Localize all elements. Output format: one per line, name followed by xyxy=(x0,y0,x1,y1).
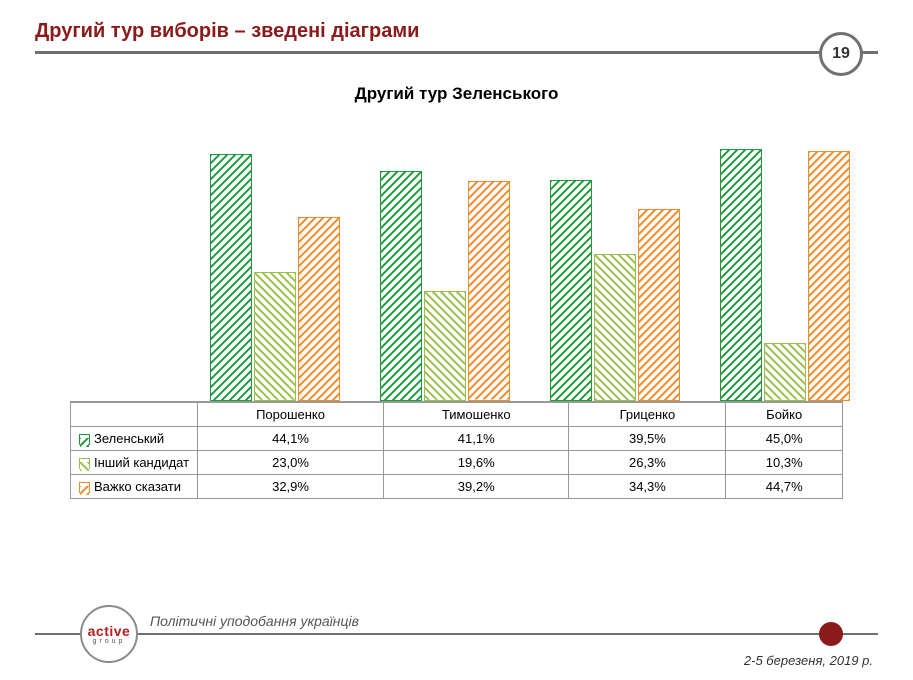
table-cell: 26,3% xyxy=(569,451,726,475)
data-table: ПорошенкоТимошенкоГриценкоБойкоЗеленськи… xyxy=(70,402,843,499)
legend-swatch-icon xyxy=(79,458,90,469)
bar xyxy=(380,171,422,401)
table-cell: 39,5% xyxy=(569,427,726,451)
table-cell: 32,9% xyxy=(198,475,384,499)
footer-logo: active group xyxy=(80,605,138,663)
chart-title: Другий тур Зеленського xyxy=(70,84,843,104)
table-column-header: Гриценко xyxy=(569,403,726,427)
bar xyxy=(808,151,850,401)
table-cell: 23,0% xyxy=(198,451,384,475)
bar-group xyxy=(190,122,360,401)
bar xyxy=(424,291,466,401)
bar-group xyxy=(700,122,870,401)
table-header-blank xyxy=(71,403,198,427)
logo-sub-text: group xyxy=(93,638,126,645)
table-cell: 41,1% xyxy=(384,427,569,451)
bars-region xyxy=(70,122,843,402)
legend-swatch-icon xyxy=(79,482,90,493)
bar-group xyxy=(530,122,700,401)
bar xyxy=(638,209,680,401)
series-label-cell: Важко сказати xyxy=(71,475,198,499)
table-cell: 34,3% xyxy=(569,475,726,499)
table-cell: 10,3% xyxy=(726,451,843,475)
table-row: Інший кандидат 23,0%19,6%26,3%10,3% xyxy=(71,451,843,475)
bar-group xyxy=(360,122,530,401)
table-column-header: Тимошенко xyxy=(384,403,569,427)
page-number-badge: 19 xyxy=(819,32,863,76)
table-row: Зеленський 44,1%41,1%39,5%45,0% xyxy=(71,427,843,451)
logo-main-text: active xyxy=(88,624,131,638)
series-label-cell: Інший кандидат xyxy=(71,451,198,475)
table-row: Важко сказати 32,9%39,2%34,3%44,7% xyxy=(71,475,843,499)
series-name: Інший кандидат xyxy=(94,455,189,470)
bar xyxy=(720,149,762,401)
table-cell: 39,2% xyxy=(384,475,569,499)
bar xyxy=(594,254,636,401)
footer-dot-icon xyxy=(819,622,843,646)
bar xyxy=(550,180,592,401)
footer-subtitle: Політичні уподобання українців xyxy=(150,613,359,629)
bar xyxy=(468,181,510,401)
bar xyxy=(764,343,806,401)
bar xyxy=(298,217,340,401)
series-name: Важко сказати xyxy=(94,479,181,494)
table-column-header: Порошенко xyxy=(198,403,384,427)
series-name: Зеленський xyxy=(94,431,164,446)
table-cell: 45,0% xyxy=(726,427,843,451)
page-title: Другий тур виборів – зведені діаграми xyxy=(0,0,913,51)
table-cell: 44,1% xyxy=(198,427,384,451)
bar xyxy=(254,272,296,401)
legend-swatch-icon xyxy=(79,434,90,445)
footer-rule: active group Політичні уподобання україн… xyxy=(35,633,878,635)
table-cell: 19,6% xyxy=(384,451,569,475)
page-footer: active group Політичні уподобання україн… xyxy=(0,633,913,680)
header-rule xyxy=(35,51,878,54)
table-cell: 44,7% xyxy=(726,475,843,499)
bar xyxy=(210,154,252,401)
series-label-cell: Зеленський xyxy=(71,427,198,451)
chart-container: Другий тур Зеленського ПорошенкоТимошенк… xyxy=(70,84,843,499)
table-column-header: Бойко xyxy=(726,403,843,427)
